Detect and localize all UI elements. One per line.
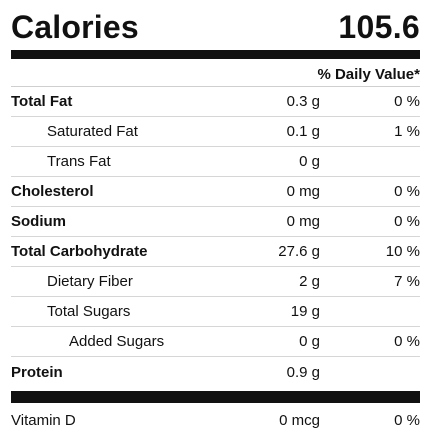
nutrient-row-sodium: Sodium 0 mg 0 % bbox=[11, 207, 420, 237]
nutrient-amount: 0 g bbox=[299, 153, 320, 170]
nutrient-row-added-sugars: Added Sugars 0 g 0 % bbox=[11, 327, 420, 357]
nutrient-name: Total Fat bbox=[11, 93, 73, 110]
nutrient-daily-value: 0 % bbox=[394, 93, 420, 110]
nutrient-row-trans-fat: Trans Fat 0 g bbox=[11, 147, 420, 177]
nutrient-daily-value: 0 % bbox=[394, 213, 420, 230]
nutrient-daily-value: 10 % bbox=[385, 243, 420, 260]
daily-value-header: % Daily Value* bbox=[11, 63, 420, 87]
vitamins-divider bbox=[11, 391, 420, 403]
nutrient-name: Saturated Fat bbox=[47, 123, 138, 140]
nutrient-name: Total Carbohydrate bbox=[11, 243, 148, 260]
calories-row: Calories 105.6 bbox=[11, 0, 420, 46]
nutrient-name: Cholesterol bbox=[11, 183, 94, 200]
nutrient-amount: 0 mg bbox=[286, 213, 320, 230]
nutrient-amount: 0 mg bbox=[286, 183, 320, 200]
nutrient-name: Total Sugars bbox=[47, 303, 131, 320]
vitamin-name: Vitamin D bbox=[11, 411, 76, 429]
nutrient-daily-value: 0 % bbox=[394, 333, 420, 350]
calories-label: Calories bbox=[11, 9, 139, 45]
nutrient-name: Trans Fat bbox=[47, 153, 111, 170]
nutrient-name: Added Sugars bbox=[69, 333, 165, 350]
thick-divider bbox=[11, 50, 420, 59]
nutrient-amount: 27.6 g bbox=[278, 243, 320, 260]
nutrient-row-saturated-fat: Saturated Fat 0.1 g 1 % bbox=[11, 117, 420, 147]
nutrient-daily-value: 1 % bbox=[394, 123, 420, 140]
nutrient-row-protein: Protein 0.9 g bbox=[11, 357, 420, 387]
vitamin-daily-value: 0 % bbox=[394, 411, 420, 429]
vitamin-amount: 0 mcg bbox=[279, 411, 320, 429]
nutrient-name: Sodium bbox=[11, 213, 66, 230]
vitamin-row-vitamin-d: Vitamin D 0 mcg 0 % bbox=[11, 403, 420, 437]
calories-value: 105.6 bbox=[338, 9, 420, 45]
nutrient-row-total-carbohydrate: Total Carbohydrate 27.6 g 10 % bbox=[11, 237, 420, 267]
nutrient-amount: 0.3 g bbox=[286, 93, 320, 110]
nutrient-amount: 0.1 g bbox=[286, 123, 320, 140]
daily-value-header-label: % Daily Value* bbox=[317, 66, 420, 83]
nutrient-amount: 2 g bbox=[299, 273, 320, 290]
nutrient-row-cholesterol: Cholesterol 0 mg 0 % bbox=[11, 177, 420, 207]
nutrient-daily-value: 7 % bbox=[394, 273, 420, 290]
nutrient-name: Dietary Fiber bbox=[47, 273, 133, 290]
nutrient-name: Protein bbox=[11, 363, 63, 381]
nutrient-row-total-fat: Total Fat 0.3 g 0 % bbox=[11, 87, 420, 117]
nutrient-daily-value: 0 % bbox=[394, 183, 420, 200]
nutrient-amount: 0 g bbox=[299, 333, 320, 350]
nutrient-amount: 19 g bbox=[290, 303, 320, 320]
nutrient-amount: 0.9 g bbox=[286, 363, 320, 381]
nutrient-row-total-sugars: Total Sugars 19 g bbox=[11, 297, 420, 327]
nutrient-row-dietary-fiber: Dietary Fiber 2 g 7 % bbox=[11, 267, 420, 297]
